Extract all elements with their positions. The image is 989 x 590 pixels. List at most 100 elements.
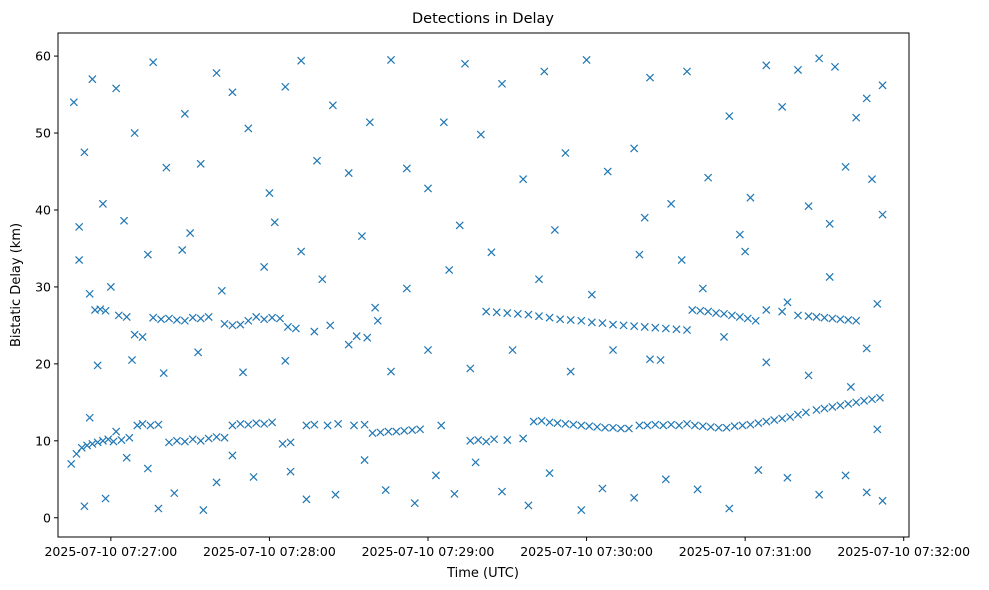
data-point-marker xyxy=(423,345,433,355)
data-point-marker xyxy=(873,299,882,308)
data-point-marker xyxy=(812,312,821,321)
data-point-marker xyxy=(672,325,681,334)
data-point-marker xyxy=(852,398,861,407)
data-point-marker xyxy=(561,149,570,158)
data-point-marker xyxy=(635,250,644,259)
data-point-marker xyxy=(178,245,187,255)
data-point-marker xyxy=(566,367,575,376)
data-point-marker xyxy=(402,164,411,173)
data-point-marker xyxy=(196,314,205,323)
data-point-marker xyxy=(735,312,744,321)
data-point-marker xyxy=(873,425,882,434)
data-point-marker xyxy=(106,282,115,291)
data-point-marker xyxy=(497,487,507,496)
x-axis-label: Time (UTC) xyxy=(446,566,519,581)
data-point-marker xyxy=(228,88,237,97)
data-point-marker xyxy=(762,417,771,426)
data-point-marker xyxy=(630,322,639,331)
y-tick-label: 30 xyxy=(35,279,51,294)
data-point-marker xyxy=(682,325,692,335)
data-point-marker xyxy=(286,438,295,447)
data-point-marker xyxy=(212,68,221,78)
data-point-marker xyxy=(122,453,131,462)
data-point-marker xyxy=(727,311,736,320)
data-point-marker xyxy=(75,222,84,231)
data-point-marker xyxy=(344,340,353,349)
data-point-marker xyxy=(786,412,795,421)
data-point-marker xyxy=(423,184,433,193)
data-point-marker xyxy=(503,436,512,445)
data-point-marker xyxy=(738,421,747,430)
data-point-marker xyxy=(302,495,311,504)
data-point-marker xyxy=(846,382,855,391)
data-point-marker xyxy=(778,414,787,423)
data-point-marker xyxy=(312,156,322,165)
data-point-marker xyxy=(386,367,396,376)
data-point-marker xyxy=(719,332,729,341)
data-point-marker xyxy=(540,67,549,76)
data-point-marker xyxy=(376,428,385,437)
data-point-marker xyxy=(725,112,734,121)
data-point-marker xyxy=(867,175,877,184)
data-point-marker xyxy=(244,124,253,133)
data-point-marker xyxy=(154,504,163,513)
data-point-marker xyxy=(730,422,739,431)
data-point-marker xyxy=(172,436,181,445)
data-point-marker xyxy=(746,193,755,202)
data-point-marker xyxy=(841,162,850,171)
data-point-marker xyxy=(577,421,586,430)
data-point-marker xyxy=(112,84,121,93)
data-point-marker xyxy=(120,216,129,225)
data-point-marker xyxy=(244,420,253,429)
data-point-marker xyxy=(698,422,707,431)
data-point-marker xyxy=(619,321,628,330)
data-point-marker xyxy=(194,348,203,357)
data-point-marker xyxy=(545,418,554,427)
data-point-marker xyxy=(297,56,306,65)
data-point-marker xyxy=(283,322,292,331)
y-tick-label: 60 xyxy=(35,49,51,64)
data-point-marker xyxy=(93,361,102,370)
data-point-marker xyxy=(159,369,168,378)
data-point-marker xyxy=(815,54,824,63)
data-point-marker xyxy=(682,419,692,428)
data-point-marker xyxy=(630,144,639,153)
data-point-marker xyxy=(93,438,102,447)
data-point-marker xyxy=(862,488,871,497)
data-point-marker xyxy=(524,501,533,510)
data-point-marker xyxy=(186,229,195,238)
data-point-marker xyxy=(812,406,821,415)
data-point-marker xyxy=(164,438,174,447)
data-point-marker xyxy=(667,199,676,208)
data-point-marker xyxy=(714,423,723,432)
data-point-marker xyxy=(220,433,229,442)
data-point-marker xyxy=(630,493,639,502)
data-point-marker xyxy=(862,94,871,103)
data-point-marker xyxy=(651,323,660,332)
data-point-marker xyxy=(561,419,570,428)
y-tick-label: 0 xyxy=(43,510,51,525)
data-point-marker xyxy=(476,130,485,139)
data-point-marker xyxy=(302,421,311,430)
data-point-marker xyxy=(98,436,107,445)
data-point-marker xyxy=(656,355,665,365)
data-point-marker xyxy=(244,316,253,325)
data-point-marker xyxy=(238,368,248,377)
data-point-marker xyxy=(252,312,261,321)
data-point-marker xyxy=(80,502,89,511)
data-point-marker xyxy=(101,306,110,315)
data-point-marker xyxy=(408,426,417,435)
data-point-marker xyxy=(88,439,97,448)
data-point-marker xyxy=(793,65,803,74)
data-point-marker xyxy=(815,490,824,499)
data-point-marker xyxy=(217,286,226,295)
data-point-marker xyxy=(704,307,713,316)
data-point-marker xyxy=(820,404,829,413)
data-point-marker xyxy=(460,59,470,68)
data-point-marker xyxy=(114,311,123,320)
data-point-marker xyxy=(587,318,596,327)
data-point-marker xyxy=(793,410,803,419)
data-point-marker xyxy=(608,423,618,432)
data-point-marker xyxy=(146,421,155,430)
data-point-marker xyxy=(431,471,440,480)
